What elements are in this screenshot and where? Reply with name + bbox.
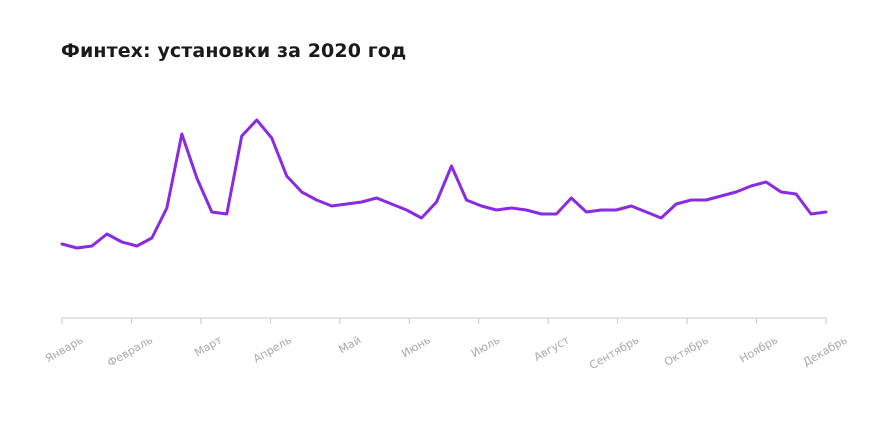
data-point [195,176,199,180]
x-tick-label: Декабрь [801,333,850,369]
x-tick-label: Ноябрь [737,333,780,365]
data-point [225,212,229,216]
data-point [614,208,618,212]
x-tick-label: Апрель [251,333,294,365]
data-point [270,136,274,140]
data-point [449,164,453,168]
data-point [300,190,304,194]
data-point [105,232,109,236]
data-point [210,210,214,214]
data-point [584,210,588,214]
data-point [764,180,768,184]
data-point [629,204,633,208]
data-point [539,212,543,216]
x-tick-label: Сентябрь [587,333,641,372]
data-point [809,212,813,216]
data-point [644,210,648,214]
data-point [405,208,409,212]
data-point [599,208,603,212]
data-point [135,244,139,248]
data-point [554,212,558,216]
data-point [674,202,678,206]
data-point [659,216,663,220]
data-point [390,202,394,206]
data-point [330,204,334,208]
data-point [150,236,154,240]
x-tick-label: Октябрь [662,333,711,369]
x-tick-label: Май [337,333,364,356]
data-point [569,196,573,200]
data-point [375,196,379,200]
data-point [240,134,244,138]
data-point [749,184,753,188]
data-point [345,202,349,206]
data-point [824,210,828,214]
data-point [180,132,184,136]
data-point [509,206,513,210]
data-point [285,174,289,178]
data-point [704,198,708,202]
data-point [689,198,693,202]
chart-title: Финтех: установки за 2020 год [61,40,407,62]
data-point [779,190,783,194]
data-point [719,194,723,198]
data-point [479,204,483,208]
data-point [165,206,169,210]
data-point [420,216,424,220]
data-point [494,208,498,212]
x-tick-label: Август [532,333,573,364]
x-tick-label: Июль [469,333,502,360]
data-point [524,208,528,212]
data-point [90,244,94,248]
data-point [435,200,439,204]
data-point [120,240,124,244]
x-tick-label: Март [192,333,225,359]
data-point [360,200,364,204]
data-point [794,192,798,196]
data-point [315,198,319,202]
x-tick-label: Июнь [399,333,432,360]
data-point [255,118,259,122]
x-tick-label: Февраль [105,333,155,369]
x-tick-label: Январь [43,333,85,365]
data-point [464,198,468,202]
data-point [60,242,64,246]
data-point [75,246,79,250]
data-point [734,190,738,194]
series-line [60,118,828,250]
